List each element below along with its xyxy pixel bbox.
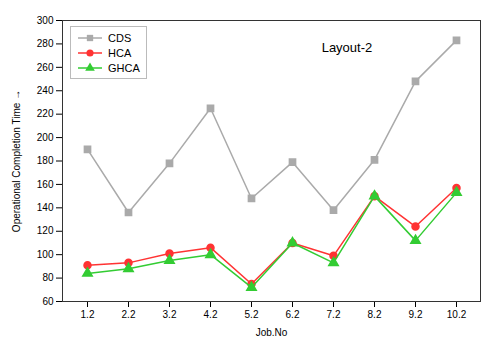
svg-text:300: 300	[37, 15, 54, 26]
svg-text:160: 160	[37, 179, 54, 190]
svg-text:180: 180	[37, 155, 54, 166]
svg-text:200: 200	[37, 132, 54, 143]
svg-text:2.2: 2.2	[122, 309, 136, 320]
svg-text:9.2: 9.2	[409, 309, 423, 320]
svg-text:80: 80	[42, 272, 54, 283]
svg-text:4.2: 4.2	[204, 309, 218, 320]
svg-text:3.2: 3.2	[163, 309, 177, 320]
svg-text:10.2: 10.2	[447, 309, 467, 320]
svg-text:60: 60	[42, 296, 54, 307]
html-text:HCA: HCA	[108, 46, 132, 59]
svg-text:Operational Completion Time →: Operational Completion Time →	[11, 90, 22, 232]
html-text:GHCA: GHCA	[108, 61, 140, 74]
svg-text:120: 120	[37, 225, 54, 236]
svg-text:Layout-2: Layout-2	[322, 40, 373, 55]
html-text:CDS: CDS	[108, 31, 132, 44]
svg-text:220: 220	[37, 108, 54, 119]
svg-text:240: 240	[37, 85, 54, 96]
svg-text:280: 280	[37, 38, 54, 49]
svg-text:1.2: 1.2	[81, 309, 95, 320]
svg-text:Job.No: Job.No	[256, 327, 288, 338]
svg-text:260: 260	[37, 62, 54, 73]
svg-text:140: 140	[37, 202, 54, 213]
svg-text:7.2: 7.2	[327, 309, 341, 320]
svg-text:6.2: 6.2	[286, 309, 300, 320]
svg-text:5.2: 5.2	[245, 309, 259, 320]
svg-text:100: 100	[37, 249, 54, 260]
svg-text:8.2: 8.2	[368, 309, 382, 320]
